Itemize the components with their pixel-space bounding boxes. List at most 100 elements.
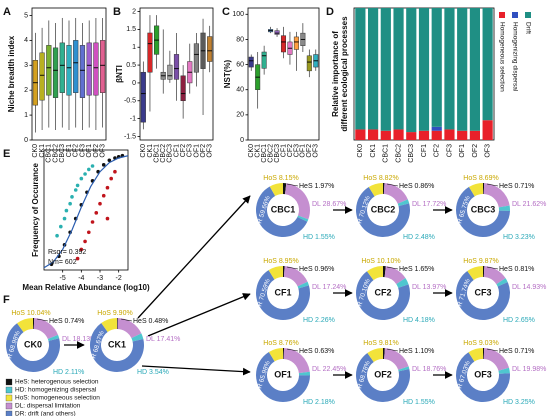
- point: [83, 172, 87, 176]
- box: [73, 40, 79, 93]
- box: [59, 42, 65, 93]
- box: [261, 51, 267, 69]
- point: [94, 211, 99, 215]
- box: [86, 42, 92, 96]
- point: [79, 176, 84, 181]
- y-tick-label: 4: [24, 37, 28, 44]
- x-tick-label: OF2: [472, 144, 479, 158]
- value-label: HeS 0.71%: [499, 183, 534, 190]
- donut-title: OF3: [474, 369, 492, 379]
- value-label: DL 17.41%: [146, 336, 180, 343]
- donut-slice: [483, 266, 506, 285]
- donut-slice: [256, 351, 310, 403]
- x-tick-label: CF1: [66, 144, 73, 157]
- donut-slice: [496, 278, 508, 287]
- y-tick-label: 5: [24, 12, 28, 19]
- x-tick-label: CK0: [140, 144, 147, 158]
- x-tick-label: OF3: [484, 144, 491, 158]
- box: [193, 43, 199, 73]
- box: [207, 36, 213, 62]
- donut-slice: [483, 183, 485, 195]
- point: [87, 230, 91, 235]
- legend-swatch: [5, 386, 13, 394]
- panel-label: B: [113, 6, 121, 18]
- x-tick-label: CBC3: [274, 144, 281, 163]
- point: [107, 158, 112, 163]
- value-label: HeS 0.71%: [499, 348, 534, 355]
- fit-line: [43, 155, 129, 269]
- bar-segment: [368, 129, 379, 140]
- donut-title: CF2: [374, 287, 391, 297]
- panel-label: E: [3, 148, 10, 160]
- value-label: HD 3.54%: [137, 369, 169, 376]
- y-tick-label: 40: [236, 87, 244, 94]
- donut-slice: [268, 348, 283, 362]
- x-tick-label: OF3: [99, 144, 106, 158]
- x-tick-label: CBC1: [261, 144, 268, 163]
- x-tick-label: CBC2: [267, 144, 274, 163]
- x-tick-label: -2: [116, 275, 122, 282]
- value-label: HeS 0.74%: [49, 318, 84, 325]
- x-tick-label: CF1: [421, 144, 428, 157]
- value-label: HD 2.18%: [303, 399, 335, 406]
- x-tick-label: CF3: [187, 144, 194, 157]
- donut-slice: [467, 266, 483, 280]
- value-label: DL 13.97%: [412, 284, 446, 291]
- value-label: HeS 1.10%: [399, 348, 434, 355]
- plot-frame: [31, 7, 107, 141]
- bar-segment: [457, 130, 468, 140]
- leader: [486, 348, 499, 352]
- value-label: HoS 8.95%: [263, 258, 298, 265]
- y-tick-label: 0: [132, 80, 136, 87]
- y-tick-label: 0: [240, 137, 244, 144]
- value-label: HeS 0.48%: [133, 318, 168, 325]
- y-tick-label: 1: [132, 44, 136, 51]
- bar-segment: [393, 8, 404, 130]
- value-label: HD 2.11%: [53, 369, 84, 376]
- point: [59, 224, 63, 229]
- x-axis-title: Mean Relative Abundance (log10): [22, 283, 150, 292]
- y-tick-label: 60: [236, 61, 244, 68]
- donut-slice: [356, 352, 410, 402]
- value-label: HeS 1.65%: [399, 266, 434, 273]
- bar-segment: [469, 8, 480, 131]
- donut-slice: [283, 183, 287, 195]
- box: [79, 45, 86, 98]
- leader: [486, 266, 499, 270]
- legend-label: Homogenizing dispersal: [511, 22, 518, 92]
- donut-slice: [366, 266, 383, 281]
- point: [70, 195, 74, 199]
- box: [66, 45, 72, 96]
- point: [62, 216, 67, 221]
- x-tick-label: -4: [78, 275, 84, 282]
- legend-label: HoS: homogeneous selection: [15, 395, 100, 402]
- point: [105, 216, 110, 221]
- donut-title: CBC2: [371, 204, 396, 214]
- panel-label: A: [3, 6, 11, 18]
- x-tick-label: CF2: [434, 144, 441, 157]
- value-label: DL 22.45%: [312, 366, 346, 373]
- donut-title: CF3: [474, 287, 491, 297]
- box: [274, 30, 280, 35]
- x-tick-label: CK0: [248, 144, 255, 158]
- value-label: HoS 9.81%: [363, 340, 398, 347]
- donut-title: CBC1: [271, 204, 296, 214]
- y-axis-title: Frequency of Occurance: [31, 163, 40, 257]
- value-label: HD 2.65%: [503, 317, 535, 324]
- value-label: HoS 10.04%: [11, 310, 50, 317]
- legend-label: DR: drift (and others): [15, 411, 76, 416]
- y-tick-label: 20: [236, 112, 244, 119]
- y-tick-label: -0.5: [124, 98, 136, 105]
- donut-slice: [269, 183, 283, 197]
- x-tick-label: CBC3: [408, 144, 415, 163]
- y-tick-label: 0: [24, 137, 28, 144]
- y-axis-title: Niche breadth index: [7, 35, 16, 112]
- donut-slice: [283, 266, 285, 278]
- donut-slice: [298, 371, 310, 376]
- point: [64, 208, 69, 213]
- plot-frame: [247, 7, 320, 141]
- value-label: HeS 1.97%: [299, 183, 334, 190]
- x-tick-label: CBC1: [383, 144, 390, 163]
- box: [100, 40, 106, 93]
- legend-swatch: [5, 410, 13, 416]
